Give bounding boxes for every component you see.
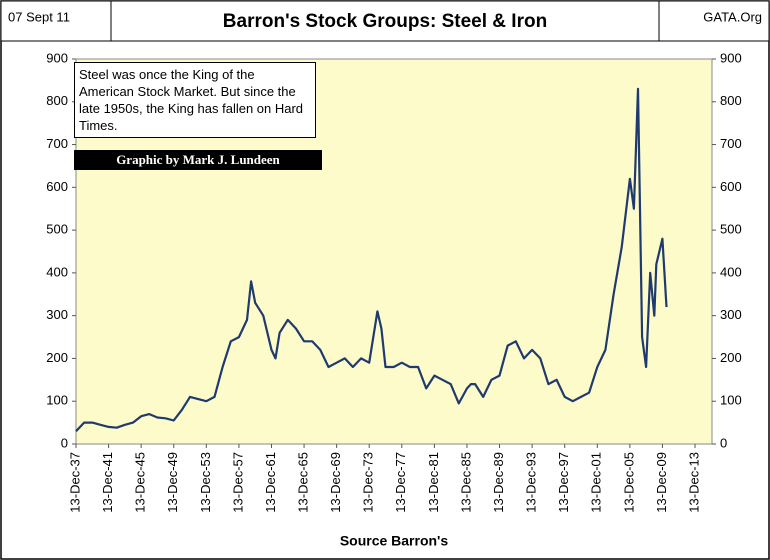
date-box xyxy=(0,0,112,42)
x-tick-label: 13-Dec-13 xyxy=(686,452,701,513)
y-tick-label: 700 xyxy=(46,136,68,151)
y2-tick-label: 400 xyxy=(720,264,742,279)
x-tick-label: 13-Dec-61 xyxy=(263,452,278,513)
x-tick-label: 13-Dec-93 xyxy=(524,452,539,513)
x-tick-label: 13-Dec-49 xyxy=(165,452,180,513)
y2-tick-label: 100 xyxy=(720,393,742,408)
y-tick-label: 100 xyxy=(46,393,68,408)
title-box xyxy=(110,0,660,42)
x-tick-label: 13-Dec-01 xyxy=(589,452,604,513)
source-box xyxy=(658,0,770,42)
x-tick-label: 13-Dec-09 xyxy=(654,452,669,513)
y2-tick-label: 0 xyxy=(720,435,727,450)
y2-tick-label: 900 xyxy=(720,50,742,65)
x-tick-label: 13-Dec-41 xyxy=(100,452,115,513)
x-tick-label: 13-Dec-89 xyxy=(491,452,506,513)
credit: Graphic by Mark J. Lundeen xyxy=(74,150,322,170)
y-tick-label: 500 xyxy=(46,222,68,237)
y2-tick-label: 200 xyxy=(720,350,742,365)
x-tick-label: 13-Dec-37 xyxy=(67,452,82,513)
chart-title: Barron's Stock Groups: Steel & Iron xyxy=(223,11,547,32)
y-tick-label: 900 xyxy=(46,50,68,65)
annotation: Steel was once the King of the American … xyxy=(74,62,316,138)
x-tick-label: 13-Dec-53 xyxy=(198,452,213,513)
source-label: GATA.Org xyxy=(703,9,762,24)
x-tick-label: 13-Dec-77 xyxy=(393,452,408,513)
x-tick-label: 13-Dec-45 xyxy=(133,452,148,513)
y2-tick-label: 700 xyxy=(720,136,742,151)
y-tick-label: 400 xyxy=(46,264,68,279)
y2-tick-label: 600 xyxy=(720,179,742,194)
x-tick-label: 13-Dec-57 xyxy=(230,452,245,513)
y-tick-label: 0 xyxy=(61,435,68,450)
y2-tick-label: 800 xyxy=(720,93,742,108)
x-tick-label: 13-Dec-81 xyxy=(426,452,441,513)
x-tick-label: 13-Dec-05 xyxy=(621,452,636,513)
y-tick-label: 800 xyxy=(46,93,68,108)
y-tick-label: 600 xyxy=(46,179,68,194)
x-tick-label: 13-Dec-85 xyxy=(458,452,473,513)
x-tick-label: 13-Dec-65 xyxy=(296,452,311,513)
x-tick-label: 13-Dec-97 xyxy=(556,452,571,513)
y2-tick-label: 300 xyxy=(720,307,742,322)
y-tick-label: 300 xyxy=(46,307,68,322)
series-line xyxy=(75,87,668,432)
x-axis-title: Source Barron's xyxy=(340,533,449,549)
y-tick-label: 200 xyxy=(46,350,68,365)
y2-tick-label: 500 xyxy=(720,222,742,237)
x-tick-label: 13-Dec-73 xyxy=(361,452,376,513)
date-label: 07 Sept 11 xyxy=(8,9,70,24)
x-tick-label: 13-Dec-69 xyxy=(328,452,343,513)
